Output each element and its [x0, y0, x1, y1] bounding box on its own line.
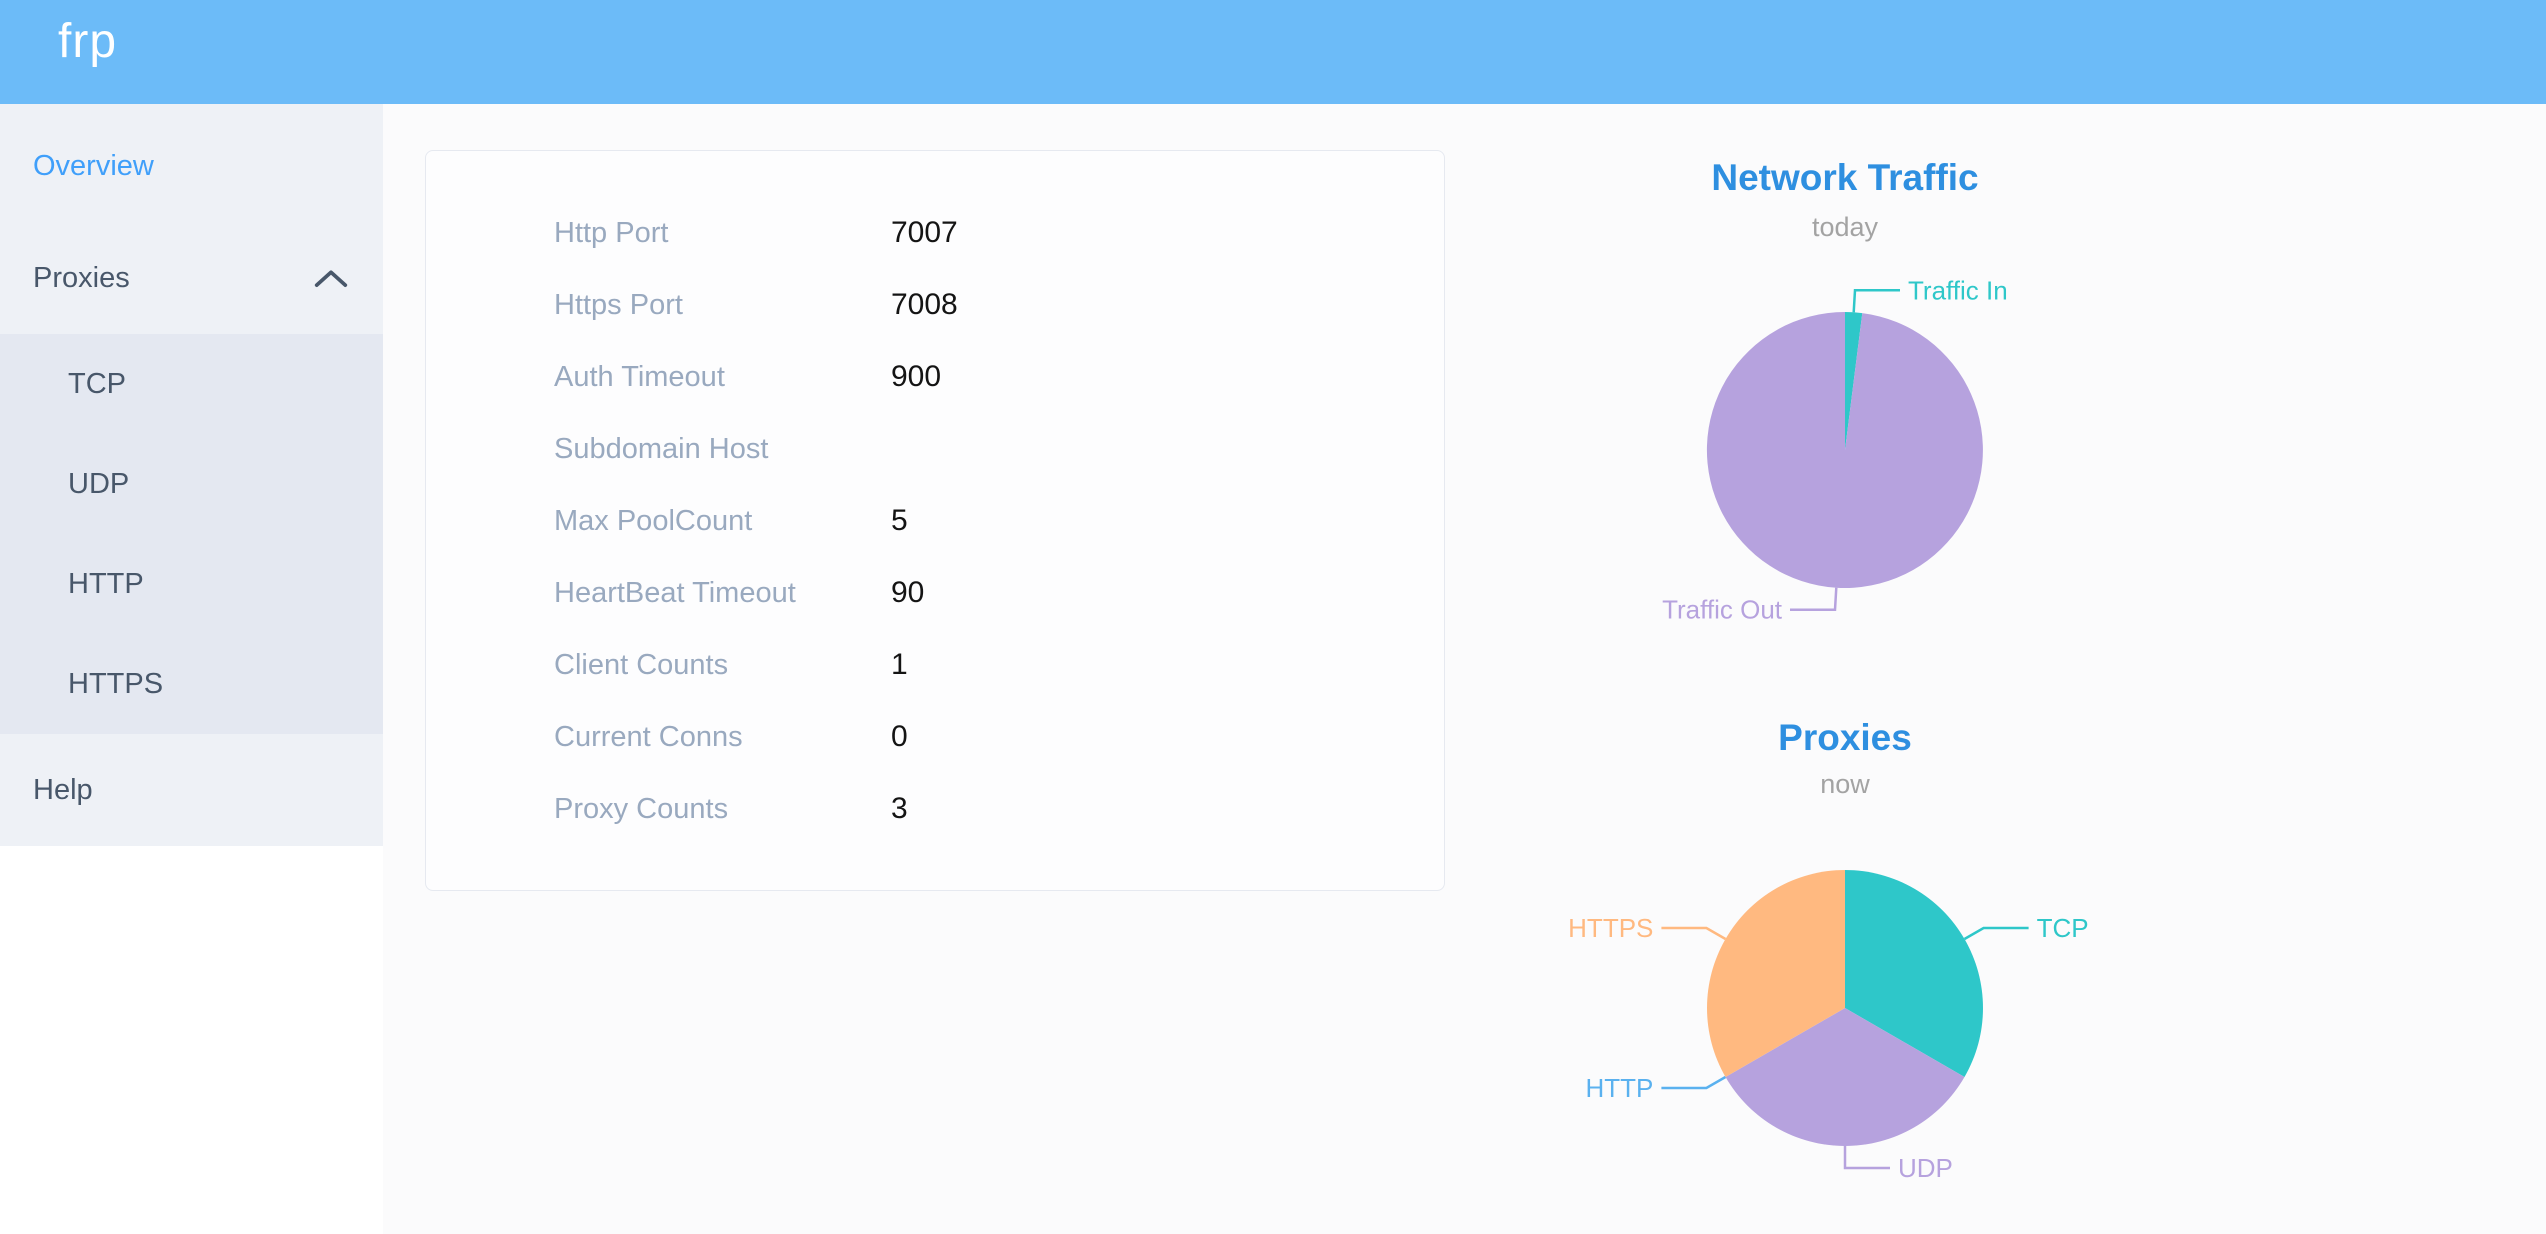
pie-slice-traffic-out[interactable]: [1706, 312, 1983, 588]
proxies-pie-chart: TCP UDP HTTP HTTPS: [1568, 870, 2089, 1183]
info-value: 7007: [891, 216, 958, 249]
info-label: Subdomain Host: [554, 432, 769, 465]
info-row-https-port: Https Port 7008: [426, 269, 1444, 341]
pie-label-traffic-out: Traffic Out: [1662, 595, 1783, 625]
header-bar: frp: [0, 0, 2546, 104]
proxies-chart-title: Proxies: [1778, 717, 1912, 758]
sidebar-item-https[interactable]: HTTPS: [0, 634, 383, 734]
sidebar-item-proxies-label: Proxies: [33, 261, 130, 294]
pie-label-line-traffic-in: [1852, 289, 1900, 313]
sidebar-item-http-label: HTTP: [68, 567, 144, 600]
sidebar: Overview Proxies TCP UDP HTTP HTTPS Help: [0, 104, 383, 846]
info-row-proxy-counts: Proxy Counts 3: [426, 773, 1444, 845]
pie-label-line-https: [1661, 926, 1727, 941]
info-label: Auth Timeout: [554, 360, 725, 393]
network-traffic-pie-chart: Traffic In Traffic Out: [1662, 275, 2008, 625]
pie-label-https: HTTPS: [1568, 913, 1653, 943]
info-row-heartbeat-timeout: HeartBeat Timeout 90: [426, 557, 1444, 629]
sidebar-item-udp-label: UDP: [68, 467, 130, 500]
info-row-client-counts: Client Counts 1: [426, 629, 1444, 701]
info-row-current-conns: Current Conns 0: [426, 701, 1444, 773]
pie-label-line-http: [1661, 1075, 1727, 1090]
info-row-http-port: Http Port 7007: [426, 197, 1444, 269]
info-value: 0: [891, 720, 908, 753]
sidebar-item-https-label: HTTPS: [68, 667, 164, 700]
pie-label-line-udp: [1843, 1146, 1890, 1170]
proxies-chart-subtitle: now: [1820, 769, 1870, 799]
pie-slice-tcp[interactable]: [1845, 870, 1983, 1077]
pie-label-line-traffic-out: [1790, 587, 1838, 611]
sidebar-item-http[interactable]: HTTP: [0, 534, 383, 634]
pie-slice-https[interactable]: [1707, 870, 1845, 1077]
network-traffic-chart-title: Network Traffic: [1711, 157, 1979, 198]
pie-label-line-tcp: [1963, 926, 2029, 941]
pie-label-udp: UDP: [1898, 1153, 1953, 1183]
sidebar-item-tcp-label: TCP: [68, 367, 126, 400]
info-label: Current Conns: [554, 720, 743, 753]
info-label: Proxy Counts: [554, 792, 729, 825]
sidebar-item-tcp[interactable]: TCP: [0, 334, 383, 434]
info-value: 900: [891, 360, 942, 393]
info-value: 5: [891, 504, 908, 537]
sidebar-item-help[interactable]: Help: [0, 734, 383, 846]
server-info-card: Http Port 7007 Https Port 7008 Auth Time…: [425, 150, 1445, 891]
sidebar-submenu-proxies: TCP UDP HTTP HTTPS: [0, 334, 383, 734]
sidebar-item-proxies[interactable]: Proxies: [0, 222, 383, 334]
network-traffic-chart-subtitle: today: [1811, 212, 1879, 242]
info-row-subdomain-host: Subdomain Host: [426, 413, 1444, 485]
sidebar-item-udp[interactable]: UDP: [0, 434, 383, 534]
info-value: 1: [891, 648, 908, 681]
info-row-max-poolcount: Max PoolCount 5: [426, 485, 1444, 557]
sidebar-item-overview[interactable]: Overview: [0, 110, 383, 222]
info-value: 7008: [891, 288, 958, 321]
info-value: 90: [891, 576, 925, 609]
info-row-auth-timeout: Auth Timeout 900: [426, 341, 1444, 413]
info-label: Https Port: [554, 288, 683, 321]
pie-slice-traffic-in[interactable]: [1845, 312, 1863, 450]
pie-label-tcp: TCP: [2037, 913, 2089, 943]
info-label: Http Port: [554, 216, 669, 249]
chevron-up-icon: [314, 270, 348, 287]
app-logo: frp: [58, 15, 118, 68]
pie-label-http: HTTP: [1586, 1073, 1654, 1103]
info-label: Max PoolCount: [554, 504, 753, 537]
pie-slice-udp[interactable]: [1725, 1008, 1965, 1146]
sidebar-item-help-label: Help: [33, 773, 93, 806]
pie-label-traffic-in: Traffic In: [1908, 275, 2008, 305]
info-label: HeartBeat Timeout: [554, 576, 796, 609]
sidebar-item-overview-label: Overview: [33, 149, 154, 182]
info-label: Client Counts: [554, 648, 729, 681]
info-value: 3: [891, 792, 908, 825]
